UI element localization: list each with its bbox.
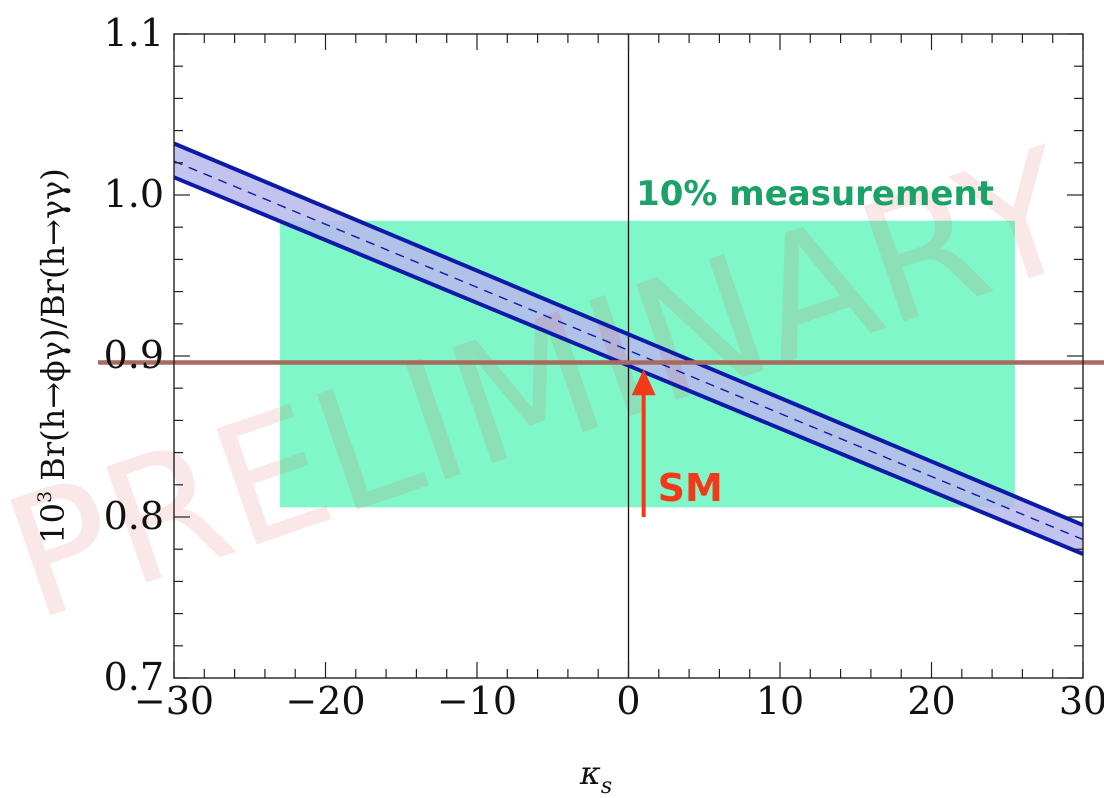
tick-labels-layer: −30 −20 −10 0 10 20 30 0.7 0.8 0.9 1.0 1.1 — [104, 11, 1104, 723]
y-axis-title-exp: 3 — [34, 491, 56, 503]
y-axis-title: 103 Br(h→ϕγ)/Br(h→γγ) — [34, 168, 72, 543]
lines-layer — [98, 34, 1104, 678]
y-tick-label: 0.8 — [104, 494, 164, 538]
sm-arrow-head — [631, 369, 656, 396]
ticks-layer — [173, 33, 1084, 679]
annotations-layer: 10% measurement SM — [631, 174, 994, 517]
x-tick-label: 0 — [616, 679, 640, 723]
x-axis-title-main: κ — [579, 754, 601, 792]
x-tick-label: 10 — [756, 679, 804, 723]
series-line-band-lower — [173, 175, 1084, 556]
y-axis-title-main: Br(h→ϕγ)/Br(h→γγ) — [34, 168, 72, 491]
axis-titles: κs 103 Br(h→ϕγ)/Br(h→γγ) — [34, 168, 612, 798]
series-line-band-upper — [173, 141, 1084, 527]
x-tick-label: −30 — [134, 679, 214, 723]
y-tick-label: 1.0 — [104, 172, 164, 216]
series-line-central — [173, 160, 1084, 541]
x-tick-label: −20 — [285, 679, 365, 723]
x-axis-title: κs — [579, 754, 612, 798]
y-axis-title-prefix: 10 — [34, 503, 72, 544]
x-tick-label: 20 — [907, 679, 955, 723]
y-tick-label: 0.9 — [104, 333, 164, 377]
x-axis-title-sub: s — [601, 774, 612, 798]
y-tick-label: 0.7 — [104, 655, 164, 699]
sm-label: SM — [658, 466, 723, 510]
x-tick-label: −10 — [437, 679, 517, 723]
x-tick-label: 30 — [1059, 679, 1104, 723]
y-tick-label: 1.1 — [104, 11, 164, 55]
measurement-label: 10% measurement — [636, 174, 994, 214]
